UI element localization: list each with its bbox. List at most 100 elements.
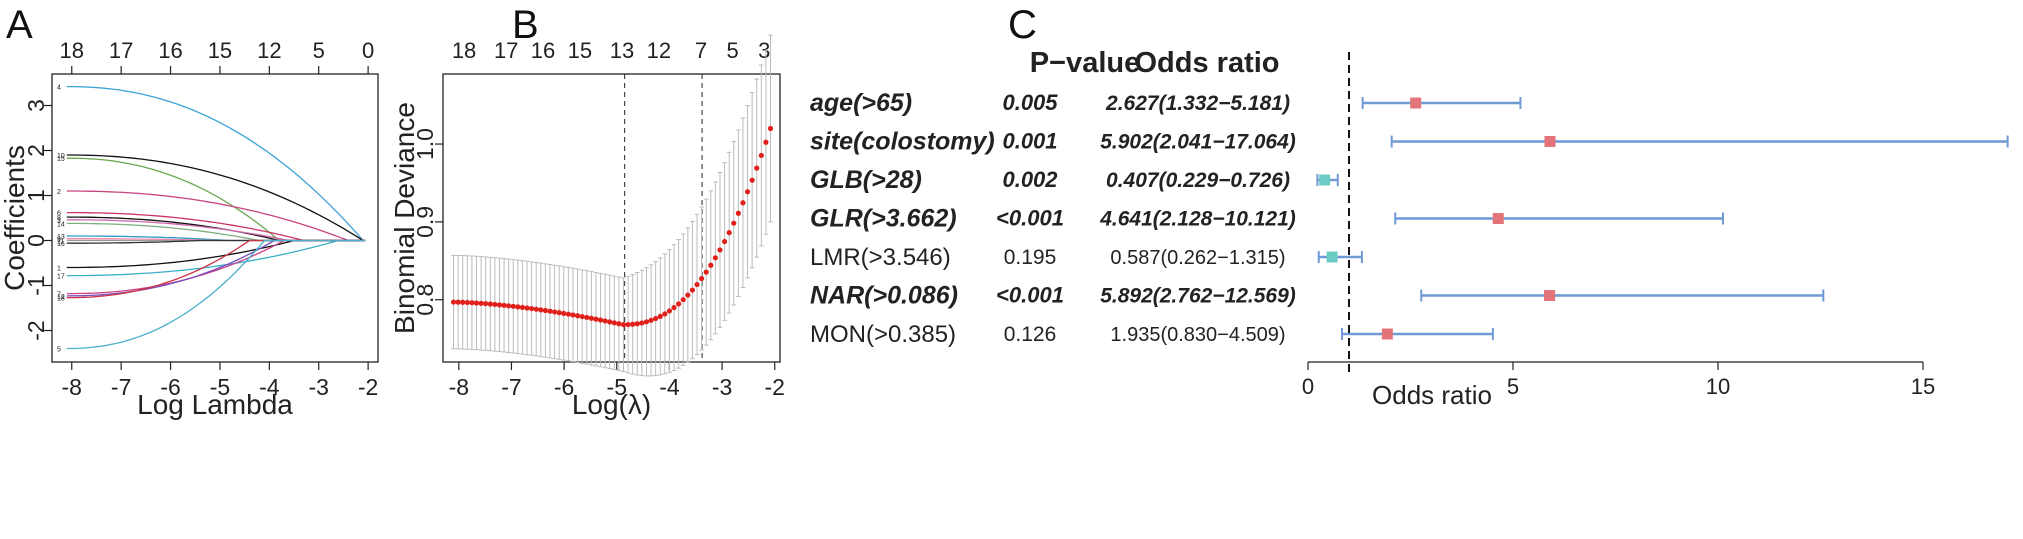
coef-path-label: 12	[57, 294, 65, 301]
coef-path-label: 7	[57, 292, 61, 299]
or-point	[1319, 174, 1331, 186]
deviance-point	[708, 262, 714, 268]
forest-or-text: 1.935(0.830−4.509)	[1110, 324, 1285, 346]
top-tick-label: 12	[257, 38, 281, 63]
deviance-point	[547, 308, 553, 314]
y-tick-label: -1	[23, 275, 49, 295]
pvalue-header: P−value	[1030, 47, 1140, 79]
deviance-point	[519, 304, 526, 311]
forest-variable-name: age(>65)	[810, 89, 912, 117]
plot-frame-a	[51, 73, 379, 363]
coef-path-label: 3	[57, 218, 61, 225]
y-tick-label: 2	[23, 144, 49, 157]
x-tick-label: -6	[554, 374, 574, 400]
deviance-point	[758, 152, 764, 159]
coef-path-label: 4	[57, 85, 61, 92]
x-axis-label: Log Lambda	[137, 389, 293, 420]
panel-label-c: C	[1008, 3, 1037, 47]
or-point	[1544, 136, 1556, 147]
deviance-point	[653, 315, 659, 322]
x-tick-label: -5	[210, 374, 230, 400]
deviance-point	[515, 304, 521, 310]
deviance-point	[616, 321, 622, 327]
x-tick-label: -4	[659, 374, 680, 400]
deviance-point	[744, 189, 751, 195]
top-tick-label: 17	[109, 38, 133, 63]
deviance-point	[634, 321, 640, 327]
deviance-point	[671, 304, 677, 311]
coef-path-label: 14	[57, 221, 65, 228]
top-tick-label: 17	[494, 38, 518, 63]
y-tick-label: 3	[23, 99, 49, 112]
x-axis-label: Log(λ)	[572, 389, 651, 420]
deviance-point	[662, 311, 668, 317]
x-tick-label: 10	[1706, 374, 1730, 399]
coef-path	[66, 239, 366, 244]
x-tick-label: -2	[358, 374, 378, 400]
or-point	[1326, 251, 1338, 263]
forest-or-text: 2.627(1.332−5.181)	[1105, 92, 1290, 115]
forest-or-text: 0.587(0.262−1.315)	[1110, 247, 1285, 269]
deviance-point	[524, 305, 530, 311]
deviance-point	[763, 139, 769, 145]
y-tick-label: 0.8	[412, 284, 438, 316]
x-tick-label: 5	[1507, 374, 1519, 399]
coef-path-label: 16	[57, 241, 65, 248]
top-tick-label: 7	[695, 38, 707, 63]
forest-pvalue: <0.001	[996, 283, 1064, 308]
deviance-point	[510, 303, 516, 309]
coef-path-label: 1	[57, 266, 61, 273]
top-tick-label: 18	[452, 38, 476, 63]
coef-path-label: 8	[57, 215, 61, 222]
deviance-point	[735, 210, 741, 216]
coef-path	[66, 239, 366, 297]
deviance-point	[749, 177, 755, 183]
deviance-point	[533, 306, 539, 312]
forest-pvalue: <0.001	[996, 206, 1064, 231]
y-axis-label: Coefficients	[0, 145, 30, 291]
deviance-point	[689, 287, 696, 293]
deviance-point	[639, 320, 645, 326]
forest-variable-name: LMR(>3.546)	[810, 244, 951, 271]
deviance-point	[643, 319, 650, 325]
coef-path-label: 9	[57, 237, 61, 244]
top-tick-label: 0	[362, 38, 374, 63]
deviance-point	[680, 297, 686, 303]
deviance-point	[726, 230, 732, 236]
deviance-point	[593, 316, 599, 322]
forest-pvalue: 0.002	[1002, 167, 1058, 192]
deviance-point	[552, 309, 558, 315]
deviance-point	[597, 317, 604, 323]
x-tick-label: -5	[607, 374, 627, 400]
coef-path-label: 10	[57, 153, 65, 160]
deviance-point	[648, 317, 654, 323]
or-point	[1492, 213, 1504, 224]
forest-pvalue: 0.005	[1002, 90, 1058, 115]
top-tick-label: 15	[568, 38, 592, 63]
deviance-point	[699, 275, 705, 282]
forest-variable-name: GLR(>3.662)	[810, 205, 957, 233]
coef-path	[66, 154, 366, 242]
deviance-point	[565, 311, 571, 317]
x-tick-label: -8	[449, 374, 469, 400]
deviance-point	[767, 125, 774, 132]
coef-path	[66, 211, 366, 242]
coef-path	[66, 239, 366, 299]
panel-b-cross-validation: -8 -7 -6 -5 -4 -3 -20.80.91.018 17 16 15 13 12 7 5 3Lo…	[389, 34, 785, 420]
coef-path	[66, 157, 366, 242]
x-axis-label: Odds ratio	[1372, 380, 1492, 410]
deviance-point	[501, 302, 507, 308]
deviance-point	[469, 300, 475, 306]
forest-variable-name: site(colostomy)	[810, 128, 995, 156]
forest-or-text: 4.641(2.128−10.121)	[1099, 208, 1296, 231]
x-tick-label: -6	[160, 374, 180, 400]
deviance-point	[579, 313, 585, 320]
deviance-point	[473, 300, 480, 306]
x-tick-label: -4	[259, 374, 280, 400]
deviance-point	[721, 238, 728, 245]
x-tick-label: -2	[765, 374, 785, 400]
x-tick-label: 0	[1302, 374, 1314, 399]
deviance-point	[717, 247, 723, 253]
